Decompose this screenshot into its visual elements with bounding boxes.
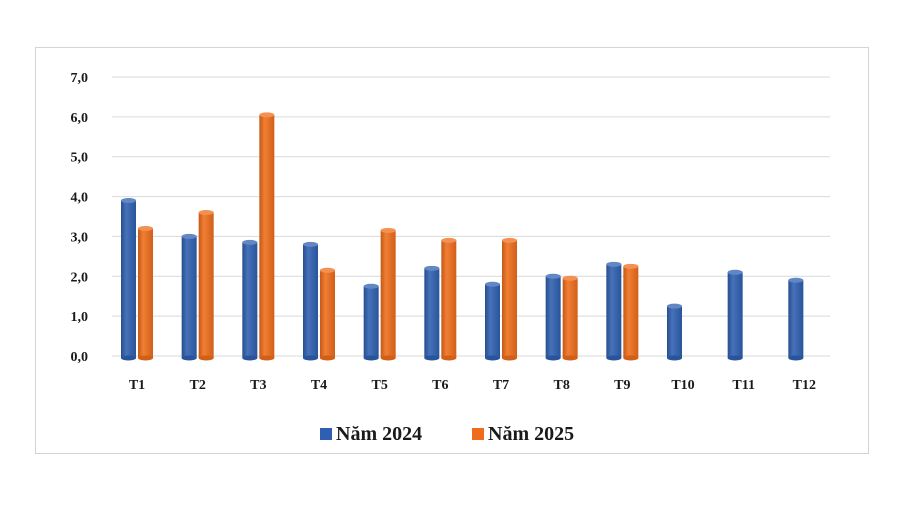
bar-series-2-T7 (502, 237, 517, 361)
gridlines (112, 76, 830, 357)
x-tick-label: T4 (311, 378, 327, 393)
y-tick-label: 1,0 (71, 310, 89, 325)
bar-series-1-T9 (606, 261, 622, 361)
y-tick-label: 3,0 (71, 230, 89, 245)
bar-series-1-T12 (788, 277, 804, 361)
bar-series-2-T8 (562, 275, 578, 361)
bar-series-1-T2 (181, 233, 197, 361)
bar-series-1-T7 (485, 281, 500, 361)
x-tick-label: T9 (614, 378, 630, 393)
bar-series-2-T2 (198, 210, 214, 361)
x-tick-label: T12 (793, 378, 816, 393)
bar-series-1-T4 (303, 241, 318, 361)
y-tick-label: 6,0 (71, 111, 89, 126)
bar-series-1-T10 (667, 303, 682, 361)
bar-series-1-T1 (121, 198, 136, 361)
x-axis-ticks: T1 T2 T3 T4 T5 T6 T7 T8 T9 T10 T11 T12 (129, 378, 816, 393)
bar-series-1-T11 (727, 269, 743, 361)
y-tick-label: 7,0 (71, 71, 89, 86)
bar-series-2-T4 (320, 267, 335, 361)
x-tick-label: T6 (432, 378, 448, 393)
x-tick-label: T2 (189, 378, 205, 393)
bar-series-2-T5 (380, 227, 396, 361)
y-tick-label: 2,0 (71, 270, 89, 285)
bar-series-2-T3 (259, 112, 275, 361)
bar-series-1-T6 (424, 265, 440, 361)
x-tick-label: T7 (493, 378, 509, 393)
legend-swatch (320, 428, 332, 440)
bars (121, 112, 804, 361)
x-tick-label: T1 (129, 378, 145, 393)
x-tick-label: T3 (250, 378, 266, 393)
bar-series-2-T1 (138, 225, 153, 361)
x-tick-label: T10 (671, 378, 694, 393)
y-axis-ticks: 0,0 1,0 2,0 3,0 4,0 5,0 6,0 7,0 (71, 71, 89, 365)
bar-series-2-T9 (623, 263, 639, 361)
x-tick-label: T11 (732, 378, 755, 393)
legend-label: Năm 2025 (488, 423, 574, 445)
bar-series-1-T3 (242, 239, 258, 361)
x-tick-label: T5 (371, 378, 387, 393)
legend-swatch (472, 428, 484, 440)
x-tick-label: T8 (553, 378, 569, 393)
y-tick-label: 0,0 (71, 350, 89, 365)
legend-item-series-2: Năm 2025 (472, 423, 574, 445)
bar-series-1-T8 (545, 273, 561, 361)
bar-series-1-T5 (363, 283, 379, 361)
y-tick-label: 5,0 (71, 151, 89, 166)
legend-label: Năm 2024 (336, 423, 422, 445)
legend: Năm 2024 Năm 2025 (320, 423, 574, 445)
y-tick-label: 4,0 (71, 191, 89, 206)
legend-item-series-1: Năm 2024 (320, 423, 422, 445)
bar-series-2-T6 (441, 237, 457, 361)
